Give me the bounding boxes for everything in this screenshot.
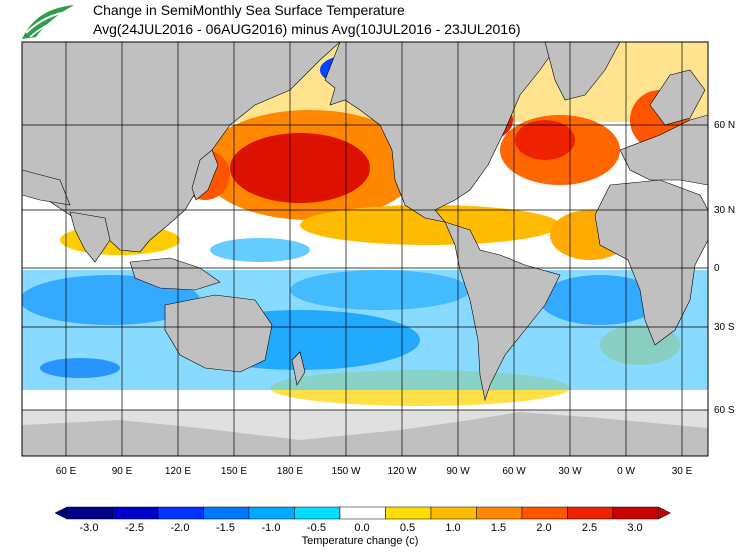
lat-label: 60 N	[714, 120, 735, 131]
colorbar-swatch	[612, 506, 659, 520]
colorbar-tick-label: -2.0	[171, 522, 190, 534]
colorbar-tick-label: 0.0	[354, 522, 369, 534]
colorbar-swatch	[567, 506, 614, 520]
colorbar-swatch	[385, 506, 432, 520]
land-masses	[22, 42, 708, 402]
lon-label: 180 E	[277, 466, 303, 477]
colorbar-tick-label: -0.5	[307, 522, 326, 534]
lon-label: 90 W	[446, 466, 470, 477]
lat-label: 30 N	[714, 205, 735, 216]
colorbar-tick-label: 2.0	[536, 522, 551, 534]
lon-label: 0 W	[617, 466, 635, 477]
lon-label: 30 W	[558, 466, 582, 477]
colorbar-tick-label: 2.5	[582, 522, 597, 534]
lon-label: 90 E	[112, 466, 133, 477]
colorbar-swatch	[203, 506, 250, 520]
lat-label: 30 S	[714, 322, 735, 333]
colorbar-swatch	[66, 506, 113, 520]
lon-label: 60 W	[502, 466, 526, 477]
graticule	[22, 42, 708, 456]
colorbar-swatch	[339, 506, 386, 520]
colorbar-tick-label: -1.0	[262, 522, 281, 534]
lon-label: 60 E	[56, 466, 77, 477]
colorbar-tick-label: 1.0	[445, 522, 460, 534]
map-frame	[21, 41, 709, 457]
chart-title: Change in SemiMonthly Sea Surface Temper…	[93, 2, 405, 18]
lat-label: 60 S	[714, 405, 735, 416]
lon-label: 120 W	[388, 466, 417, 477]
lon-label: 120 E	[165, 466, 191, 477]
colorbar-tick-label: 1.5	[491, 522, 506, 534]
colorbar-tick-label: -2.5	[125, 522, 144, 534]
colorbar-swatch	[430, 506, 477, 520]
colorbar-swatch	[248, 506, 295, 520]
lon-label: 150 W	[332, 466, 361, 477]
colorbar-over-arrow	[658, 506, 672, 520]
colorbar-tick-label: 0.5	[400, 522, 415, 534]
colorbar-swatch	[157, 506, 204, 520]
colorbar-tick-label: -1.5	[216, 522, 235, 534]
colorbar-swatch	[294, 506, 341, 520]
colorbar-under-arrow	[54, 506, 68, 520]
colorbar-tick-label: -3.0	[80, 522, 99, 534]
colorbar-swatch	[112, 506, 159, 520]
antarctica-land	[22, 412, 708, 456]
lat-label: 0	[714, 263, 720, 274]
lon-label: 30 E	[672, 466, 693, 477]
leaf-logo-icon	[22, 5, 74, 39]
colorbar-swatch	[521, 506, 568, 520]
colorbar-swatch	[476, 506, 523, 520]
lon-label: 150 E	[221, 466, 247, 477]
chart-subtitle: Avg(24JUL2016 - 06AUG2016) minus Avg(10J…	[93, 21, 521, 37]
colorbar-title: Temperature change (c)	[301, 535, 419, 547]
colorbar-tick-label: 3.0	[627, 522, 642, 534]
